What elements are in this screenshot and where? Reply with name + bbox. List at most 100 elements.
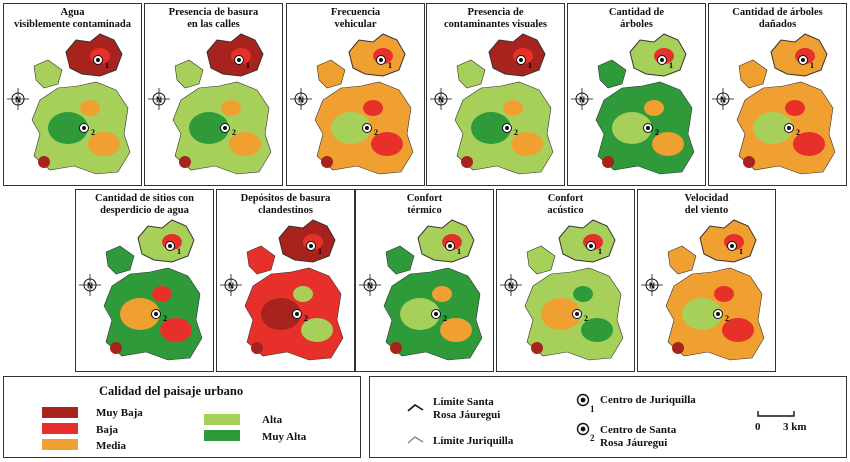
north-label: N — [649, 282, 655, 291]
map-drawing: N 1 2 — [220, 219, 344, 361]
map-title: Cantidad de árboles dañados — [732, 7, 823, 30]
center-2-label: 2 — [304, 314, 308, 323]
swatch-media — [42, 439, 78, 450]
region-patch — [371, 132, 403, 156]
scale-bar — [757, 411, 795, 417]
map-panel: N 1 2 Presencia de contaminantes visuales — [426, 3, 565, 186]
label-alta: Alta — [262, 414, 283, 426]
region-patch — [331, 112, 371, 144]
center-2-label: 2 — [796, 128, 800, 137]
region-patch — [743, 156, 755, 168]
map-title: Presencia de basura en las calles — [168, 7, 259, 30]
center-1-label: 1 — [105, 61, 109, 70]
map-panel: N 1 2 Confort térmico — [355, 189, 494, 372]
region-patch — [38, 156, 50, 168]
region-patch — [110, 342, 122, 354]
region-patch — [160, 318, 192, 342]
region-patch — [229, 132, 261, 156]
reference-legend: Límite Santa Rosa Jáuregui Límite Juriqu… — [369, 376, 847, 458]
map-title: Confort térmico — [406, 193, 443, 216]
region-patch — [432, 286, 452, 302]
region-patch — [80, 100, 100, 116]
region-patch — [581, 318, 613, 342]
region-patch — [221, 100, 241, 116]
region-patch — [461, 156, 473, 168]
map-title: Frecuencia vehicular — [330, 7, 381, 30]
region-patch — [612, 112, 652, 144]
region-patch — [189, 112, 229, 144]
label-center-2: Centro de Santa Rosa Jáuregui — [600, 424, 677, 449]
north-label: N — [367, 282, 373, 291]
center-2-label: 2 — [514, 128, 518, 137]
center-1-label: 1 — [177, 247, 181, 256]
region-patch — [301, 318, 333, 342]
swatch-baja — [42, 423, 78, 434]
swatch-muy-alta — [204, 430, 240, 441]
center-1-label: 1 — [598, 247, 602, 256]
region-patch — [251, 342, 263, 354]
north-label: N — [579, 96, 585, 105]
map-title: Cantidad de sitios con desperdicio de ag… — [95, 193, 194, 216]
west-region — [456, 59, 486, 89]
map-panel: N 1 2 Cantidad de sitios con desperdicio de… — [75, 189, 214, 372]
center-1-label: 1 — [388, 61, 392, 70]
region-patch — [152, 286, 172, 302]
legend-title: Calidad del paisaje urbano — [99, 384, 244, 398]
map-title: Presencia de contaminantes visuales — [444, 7, 547, 30]
map-panel: N 1 2 Frecuencia vehicular — [286, 3, 425, 186]
center-1-label: 1 — [246, 61, 250, 70]
west-region — [526, 245, 556, 275]
scale-zero: 0 — [755, 421, 761, 433]
map-drawing: N 1 2 — [290, 33, 414, 175]
map-drawing: N 1 2 — [712, 33, 836, 175]
limit-srj-line-icon — [407, 404, 424, 412]
region-patch — [722, 318, 754, 342]
region-patch — [471, 112, 511, 144]
center-2-label: 2 — [443, 314, 447, 323]
west-region — [246, 245, 276, 275]
center-2-number: 2 — [590, 433, 595, 443]
swatch-muy-baja — [42, 407, 78, 418]
map-panel: N 1 2 Cantidad de árboles — [567, 3, 706, 186]
north-label: N — [156, 96, 162, 105]
region-patch — [88, 132, 120, 156]
region-patch — [440, 318, 472, 342]
region-patch — [644, 100, 664, 116]
label-muy-baja: Muy Baja — [96, 407, 143, 419]
map-panel: N 1 2 Depósitos de basura clandestinos — [216, 189, 355, 372]
map-drawing: N 1 2 — [79, 219, 203, 361]
north-label: N — [15, 96, 21, 105]
map-drawing: N 1 2 — [359, 219, 483, 361]
map-panel: N 1 2 Velocidad del viento — [637, 189, 776, 372]
map-drawing: N 1 2 — [500, 219, 624, 361]
region-patch — [793, 132, 825, 156]
region-patch — [400, 298, 440, 330]
limit-jur-line-icon — [407, 436, 424, 444]
map-panel: N 1 2 Confort acústico — [496, 189, 635, 372]
map-title: Agua visiblemente contaminada — [14, 7, 131, 30]
region-patch — [48, 112, 88, 144]
west-region — [385, 245, 415, 275]
label-media: Media — [96, 440, 126, 452]
west-region — [667, 245, 697, 275]
scale-max: 3 km — [783, 421, 807, 433]
west-region — [33, 59, 63, 89]
map-drawing: N 1 2 — [571, 33, 695, 175]
map-drawing: N 1 2 — [148, 33, 272, 175]
region-patch — [714, 286, 734, 302]
center-2-label: 2 — [374, 128, 378, 137]
center-1-label: 1 — [528, 61, 532, 70]
center-1-label: 1 — [669, 61, 673, 70]
region-patch — [120, 298, 160, 330]
swatch-alta — [204, 414, 240, 425]
north-label: N — [508, 282, 514, 291]
region-patch — [179, 156, 191, 168]
label-limit-jur: Límite Juriquilla — [433, 435, 514, 447]
label-muy-alta: Muy Alta — [262, 431, 307, 443]
map-panel: N 1 2 Cantidad de árboles dañados — [708, 3, 847, 186]
region-patch — [602, 156, 614, 168]
center-1-number: 1 — [590, 404, 595, 414]
center-2-label: 2 — [163, 314, 167, 323]
north-label: N — [438, 96, 444, 105]
label-limit-srj: Límite Santa Rosa Jáuregui — [433, 396, 501, 421]
